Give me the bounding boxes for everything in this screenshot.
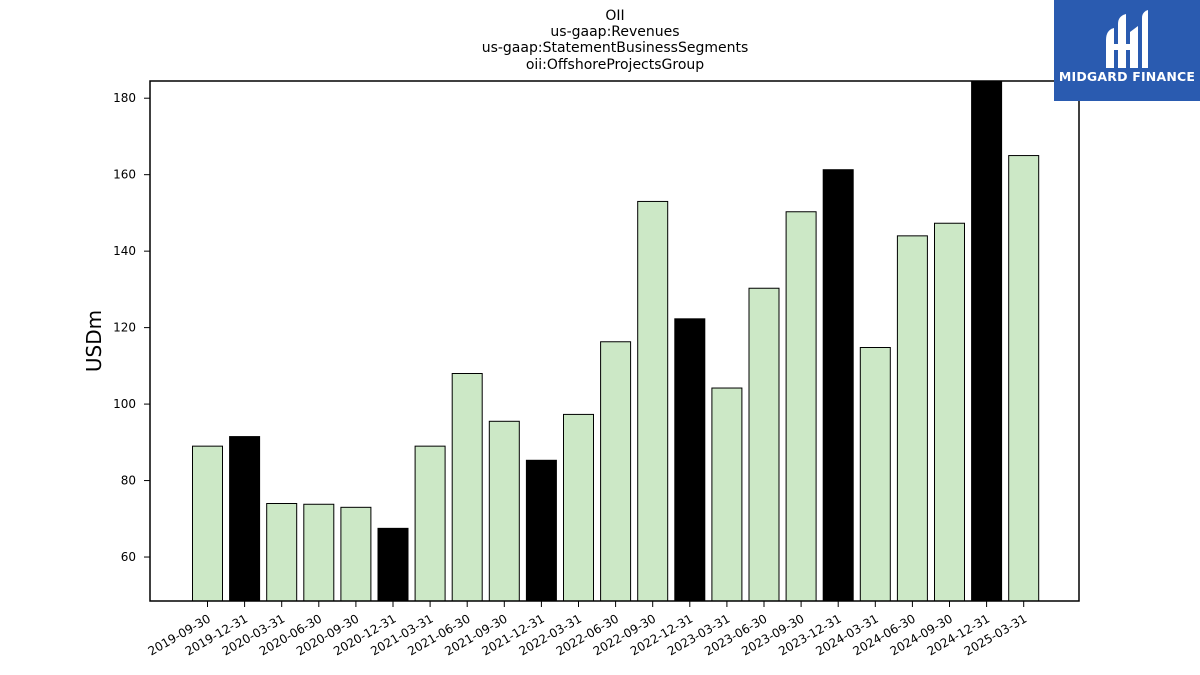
title-line: oii:OffshoreProjectsGroup bbox=[526, 57, 704, 73]
bar-2024-09-30 bbox=[934, 222, 965, 602]
bar-2023-06-30 bbox=[748, 287, 780, 602]
bar-2022-09-30 bbox=[637, 200, 669, 602]
x-axis: 2019-09-302019-12-312020-03-312020-06-30… bbox=[146, 601, 1029, 658]
bar-2023-09-30 bbox=[785, 211, 817, 602]
bar-2025-03-31 bbox=[1008, 155, 1040, 602]
logo-text: MIDGARD FINANCE bbox=[1058, 69, 1196, 84]
y-tick-label: 100 bbox=[113, 397, 136, 411]
logo-mark-icon bbox=[1106, 10, 1148, 68]
bar-2020-06-30 bbox=[303, 503, 335, 602]
chart-title: OII us-gaap:Revenues us-gaap:StatementBu… bbox=[482, 8, 749, 73]
y-tick-label: 160 bbox=[113, 168, 136, 182]
bar-2021-09-30 bbox=[488, 420, 520, 602]
title-line: us-gaap:StatementBusinessSegments bbox=[482, 40, 749, 56]
bar-2019-09-30 bbox=[192, 445, 223, 602]
bar-2022-03-31 bbox=[563, 413, 594, 602]
bar-2024-06-30 bbox=[896, 235, 928, 602]
bar-2021-03-31 bbox=[414, 445, 446, 602]
bar-2022-12-31 bbox=[674, 318, 706, 602]
bar-2019-12-31 bbox=[229, 436, 261, 602]
y-axis-label: USDm bbox=[82, 310, 106, 372]
y-tick-label: 120 bbox=[113, 321, 136, 335]
y-tick-label: 80 bbox=[121, 474, 136, 488]
y-axis: 60 80 100 120 140 160 180 bbox=[113, 91, 150, 564]
bar-2023-12-31 bbox=[822, 169, 854, 602]
bar-2022-06-30 bbox=[600, 341, 632, 602]
bar-2020-09-30 bbox=[340, 506, 372, 602]
bar-2024-03-31 bbox=[859, 347, 891, 602]
bar-2021-06-30 bbox=[451, 373, 483, 602]
bar-2024-12-31 bbox=[971, 80, 1003, 602]
bar-2021-12-31 bbox=[525, 459, 557, 602]
title-line: us-gaap:Revenues bbox=[550, 24, 679, 40]
bar-2020-12-31 bbox=[377, 527, 409, 602]
brand-logo: MIDGARD FINANCE bbox=[1054, 0, 1200, 101]
y-tick-label: 60 bbox=[121, 550, 136, 564]
bar-2023-03-31 bbox=[711, 387, 743, 602]
y-tick-label: 180 bbox=[113, 91, 136, 105]
title-line: OII bbox=[605, 8, 624, 24]
y-tick-label: 140 bbox=[113, 244, 136, 258]
plot-frame bbox=[149, 80, 1080, 602]
bar-2020-03-31 bbox=[266, 503, 298, 602]
bars-group bbox=[192, 80, 1040, 602]
